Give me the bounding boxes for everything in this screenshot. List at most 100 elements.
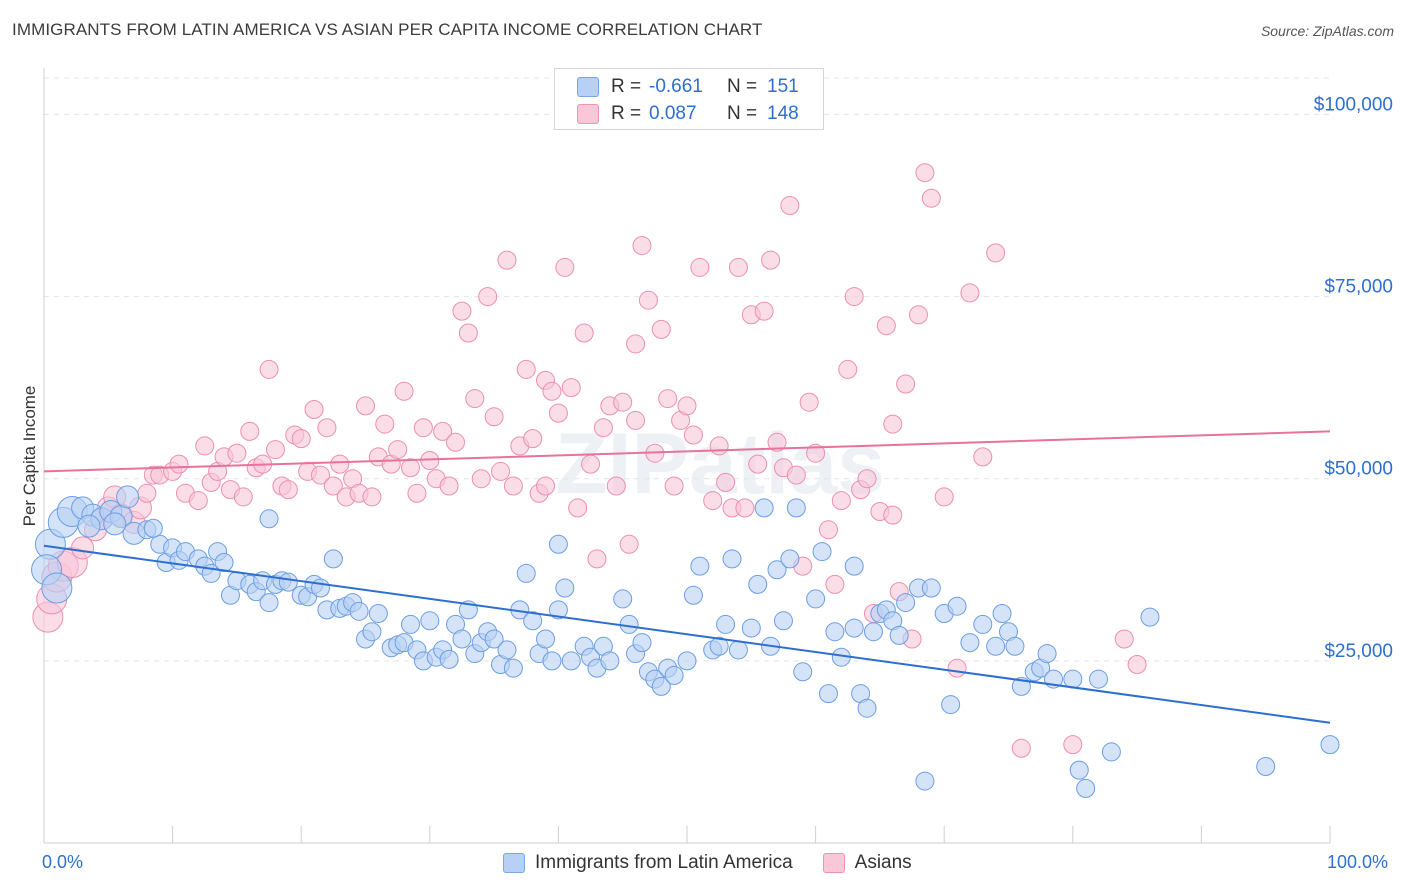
pink-point <box>934 487 954 507</box>
pink-point <box>574 323 594 343</box>
pink-point <box>516 359 536 379</box>
pink-point <box>831 491 851 511</box>
series-legend: Immigrants from Latin America Asians <box>503 852 942 874</box>
blue-point <box>889 625 909 645</box>
pink-point <box>896 374 916 394</box>
blue-point <box>536 629 556 649</box>
blue-point <box>497 640 517 660</box>
blue-point <box>259 593 279 613</box>
trend-line-asians <box>43 430 1331 473</box>
pink-point <box>317 418 337 438</box>
trend-line-latin-america <box>43 544 1331 724</box>
legend: R = -0.661 N = 151 R = 0.087 N = 148 <box>554 68 824 130</box>
y-tick-label: $100,000 <box>1314 94 1393 115</box>
pink-point <box>754 301 774 321</box>
pink-point <box>838 359 858 379</box>
pink-point <box>555 257 575 277</box>
pink-point <box>304 400 324 419</box>
pink-point <box>658 389 678 409</box>
blue-point <box>857 698 877 718</box>
series-legend-latin-america[interactable]: Immigrants from Latin America <box>503 852 793 874</box>
pink-point <box>330 454 350 474</box>
pink-point <box>536 476 556 496</box>
blue-point <box>863 622 883 642</box>
chart-title: IMMIGRANTS FROM LATIN AMERICA VS ASIAN P… <box>12 20 763 39</box>
pink-point <box>71 536 95 560</box>
pink-point <box>683 425 703 445</box>
pink-point <box>709 436 729 456</box>
blue-point <box>844 556 864 576</box>
blue-point <box>844 618 864 638</box>
pink-point <box>581 454 601 474</box>
blue-point <box>806 589 826 609</box>
pink-point <box>259 359 279 379</box>
blue-point <box>548 600 568 620</box>
legend-row-asians: R = 0.087 N = 148 <box>577 101 799 127</box>
blue-point <box>896 593 916 613</box>
legend-r-label: R = <box>611 76 642 97</box>
pink-point <box>233 487 253 507</box>
pink-point <box>523 429 543 449</box>
pink-point <box>857 469 877 489</box>
pink-point <box>632 236 652 256</box>
pink-point <box>169 454 189 474</box>
pink-point <box>818 520 838 540</box>
pink-point <box>1063 735 1083 755</box>
y-tick-labels: $25,000 $50,000 $75,000 $100,000 <box>1314 94 1393 661</box>
blue-point <box>741 618 761 638</box>
blue-point <box>941 695 961 715</box>
pink-point <box>587 549 607 569</box>
blue-point <box>818 684 838 704</box>
pink-point <box>664 476 684 496</box>
blue-point <box>1320 735 1340 755</box>
legend-n-value: 151 <box>767 76 799 97</box>
blue-point <box>349 601 369 621</box>
pink-point <box>458 323 478 343</box>
blue-point <box>613 589 633 609</box>
legend-r-label: R = <box>611 103 642 124</box>
series-name-asians: Asians <box>854 852 912 873</box>
pink-point <box>761 250 781 270</box>
blue-point <box>439 649 459 669</box>
blue-point <box>632 633 652 653</box>
pink-point <box>265 440 285 460</box>
pink-point <box>915 163 935 183</box>
series-legend-asians[interactable]: Asians <box>822 852 912 874</box>
blue-point <box>278 572 298 592</box>
blue-point <box>709 636 729 656</box>
blue-point <box>516 563 536 583</box>
blue-point <box>103 512 127 536</box>
pink-point <box>883 505 903 525</box>
pink-point <box>921 188 941 208</box>
y-tick-label: $25,000 <box>1324 641 1393 662</box>
blue-point <box>947 596 967 616</box>
pink-point <box>626 410 646 430</box>
blue-point <box>780 549 800 569</box>
pink-point <box>310 465 330 485</box>
chart-source: Source: ZipAtlas.com <box>1260 23 1394 39</box>
pink-point <box>780 196 800 215</box>
blue-point <box>793 662 813 682</box>
pink-point <box>484 407 504 427</box>
y-tick-label: $50,000 <box>1324 459 1393 480</box>
pink-point <box>433 421 453 441</box>
pink-point <box>1011 738 1031 758</box>
pink-point <box>227 443 247 463</box>
pink-point <box>323 476 343 496</box>
pink-point <box>908 305 928 325</box>
blue-point <box>452 629 472 649</box>
pink-point <box>677 396 697 416</box>
pink-point <box>465 389 485 409</box>
pink-point <box>786 465 806 485</box>
legend-r-value: -0.661 <box>649 76 703 97</box>
pink-point <box>542 381 562 401</box>
blue-point <box>401 614 421 634</box>
legend-swatch-blue <box>577 77 599 97</box>
pink-point <box>606 476 626 496</box>
pink-point <box>137 483 157 503</box>
blue-point <box>664 665 684 685</box>
pink-point <box>806 443 826 463</box>
blue-point <box>1063 669 1083 689</box>
legend-n-value: 148 <box>767 103 799 124</box>
blue-point <box>77 514 101 538</box>
